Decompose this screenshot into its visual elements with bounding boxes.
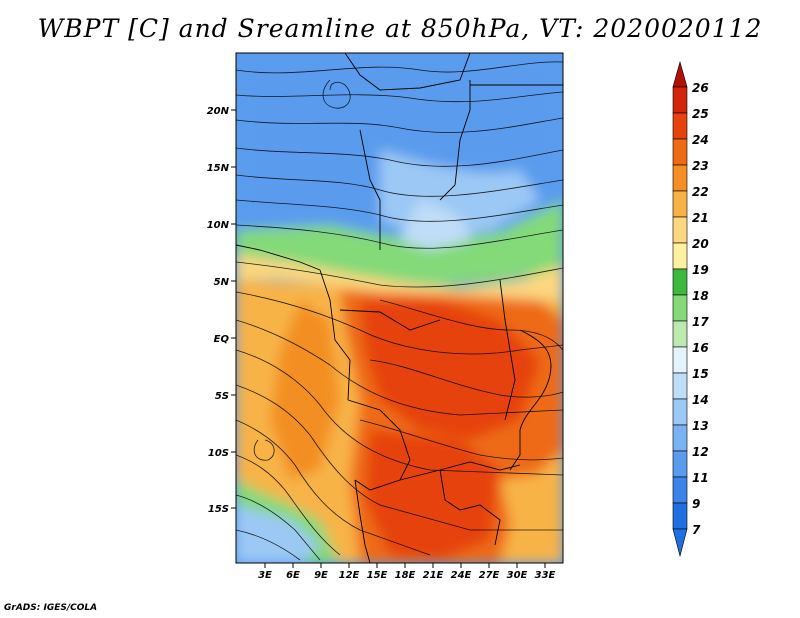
colorbar-label: 17 [692, 315, 709, 329]
lat-tick-label: 5S [215, 391, 229, 402]
lon-tick-label: 30E [507, 570, 528, 581]
colorbar-swatch [672, 424, 688, 452]
colorbar-label: 21 [692, 211, 709, 225]
colorbar-swatch [672, 138, 688, 166]
colorbar-label: 18 [692, 289, 709, 303]
lon-tick-label: 24E [451, 570, 472, 581]
lat-tick-label: 15S [208, 504, 229, 515]
lon-tick-label: 6E [286, 570, 300, 581]
colorbar-label: 25 [692, 107, 709, 121]
lon-tick-label: 33E [535, 570, 556, 581]
colorbar-bottom-arrow [672, 528, 688, 558]
colorbar-swatch [672, 398, 688, 426]
colorbar-swatch [672, 164, 688, 192]
lon-tick-label: 18E [395, 570, 416, 581]
colorbar-label: 22 [692, 185, 709, 199]
lat-tick-label: 20N [207, 106, 230, 117]
map-frame [235, 52, 564, 564]
lat-tick-label: 5N [214, 277, 230, 288]
colorbar: 26 25 24 23 22 21 20 19 18 17 16 15 14 1… [672, 60, 709, 558]
colorbar-label: 14 [692, 393, 709, 407]
colorbar-swatch [672, 502, 688, 530]
temperature-field [236, 53, 563, 563]
longitude-axis: 3E 6E 9E 12E 15E 18E 21E 24E 27E 30E 33E [258, 563, 556, 581]
colorbar-label: 24 [692, 133, 709, 147]
lat-tick-label: 10S [208, 448, 229, 459]
lon-tick-label: 15E [367, 570, 388, 581]
footer-credit: GrADS: IGES/COLA [4, 603, 98, 613]
chart-title: WBPT [C] and Sreamline at 850hPa, VT: 20… [37, 14, 763, 43]
colorbar-swatch [672, 190, 688, 218]
colorbar-label: 23 [692, 159, 709, 173]
lon-tick-label: 3E [258, 570, 272, 581]
colorbar-label: 12 [692, 445, 709, 459]
country-borders [236, 53, 563, 563]
colorbar-swatch [672, 216, 688, 244]
colorbar-label: 20 [692, 237, 709, 251]
colorbar-label: 7 [692, 523, 701, 537]
colorbar-label: 15 [692, 367, 709, 381]
colorbar-swatch [672, 346, 688, 374]
colorbar-swatch [672, 372, 688, 400]
lat-tick-label: 15N [207, 163, 230, 174]
lon-tick-label: 21E [423, 570, 444, 581]
colorbar-swatch [672, 86, 688, 114]
lat-tick-label: 10N [207, 220, 230, 231]
lon-tick-label: 12E [339, 570, 360, 581]
lat-tick-label: EQ [214, 334, 230, 345]
colorbar-swatch [672, 476, 688, 504]
colorbar-label: 13 [692, 419, 709, 433]
colorbar-swatch [672, 112, 688, 140]
colorbar-swatch [672, 242, 688, 270]
colorbar-swatch [672, 294, 688, 322]
colorbar-swatch [672, 450, 688, 478]
colorbar-swatch [672, 320, 688, 348]
colorbar-label: 11 [692, 471, 709, 485]
colorbar-top-arrow [672, 60, 688, 88]
lon-tick-label: 27E [479, 570, 500, 581]
colorbar-label: 16 [692, 341, 709, 355]
colorbar-label: 19 [692, 263, 709, 277]
colorbar-label: 9 [692, 497, 700, 511]
colorbar-swatch [672, 268, 688, 296]
streamlines [236, 61, 563, 561]
latitude-axis: 20N 15N 10N 5N EQ 5S 10S 15S [207, 106, 236, 515]
colorbar-label: 26 [692, 81, 709, 95]
lon-tick-label: 9E [314, 570, 328, 581]
